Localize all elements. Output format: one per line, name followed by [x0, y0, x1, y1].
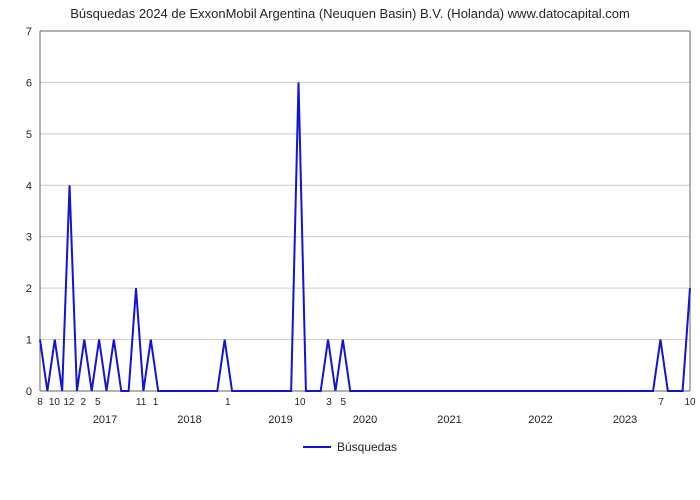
svg-text:1: 1	[153, 397, 159, 408]
svg-text:5: 5	[95, 397, 101, 408]
svg-text:3: 3	[26, 232, 32, 244]
svg-text:1: 1	[225, 397, 231, 408]
svg-text:2023: 2023	[613, 414, 637, 426]
svg-text:2019: 2019	[268, 414, 292, 426]
chart-title: Búsquedas 2024 de ExxonMobil Argentina (…	[0, 0, 700, 21]
legend-swatch	[303, 446, 331, 448]
svg-text:8: 8	[37, 397, 43, 408]
line-chart: 0123456781012251111103571020172018201920…	[0, 21, 700, 436]
svg-text:2021: 2021	[437, 414, 461, 426]
svg-text:1: 1	[26, 335, 32, 347]
svg-text:10: 10	[294, 397, 306, 408]
svg-text:7: 7	[26, 26, 32, 38]
svg-text:5: 5	[26, 129, 32, 141]
chart-container: 0123456781012251111103571020172018201920…	[0, 21, 700, 436]
svg-text:2: 2	[81, 397, 87, 408]
svg-text:5: 5	[341, 397, 347, 408]
svg-text:7: 7	[658, 397, 664, 408]
svg-text:10: 10	[684, 397, 696, 408]
svg-text:12: 12	[63, 397, 75, 408]
svg-text:2020: 2020	[353, 414, 377, 426]
svg-text:2018: 2018	[177, 414, 201, 426]
svg-text:3: 3	[326, 397, 332, 408]
svg-text:4: 4	[26, 180, 32, 192]
svg-text:2017: 2017	[93, 414, 117, 426]
legend: Búsquedas	[0, 436, 700, 454]
svg-text:2: 2	[26, 283, 32, 295]
legend-label: Búsquedas	[337, 440, 397, 454]
svg-text:11: 11	[136, 397, 147, 408]
svg-text:10: 10	[49, 397, 61, 408]
svg-text:0: 0	[26, 386, 32, 398]
svg-text:2022: 2022	[528, 414, 552, 426]
svg-text:6: 6	[26, 77, 32, 89]
